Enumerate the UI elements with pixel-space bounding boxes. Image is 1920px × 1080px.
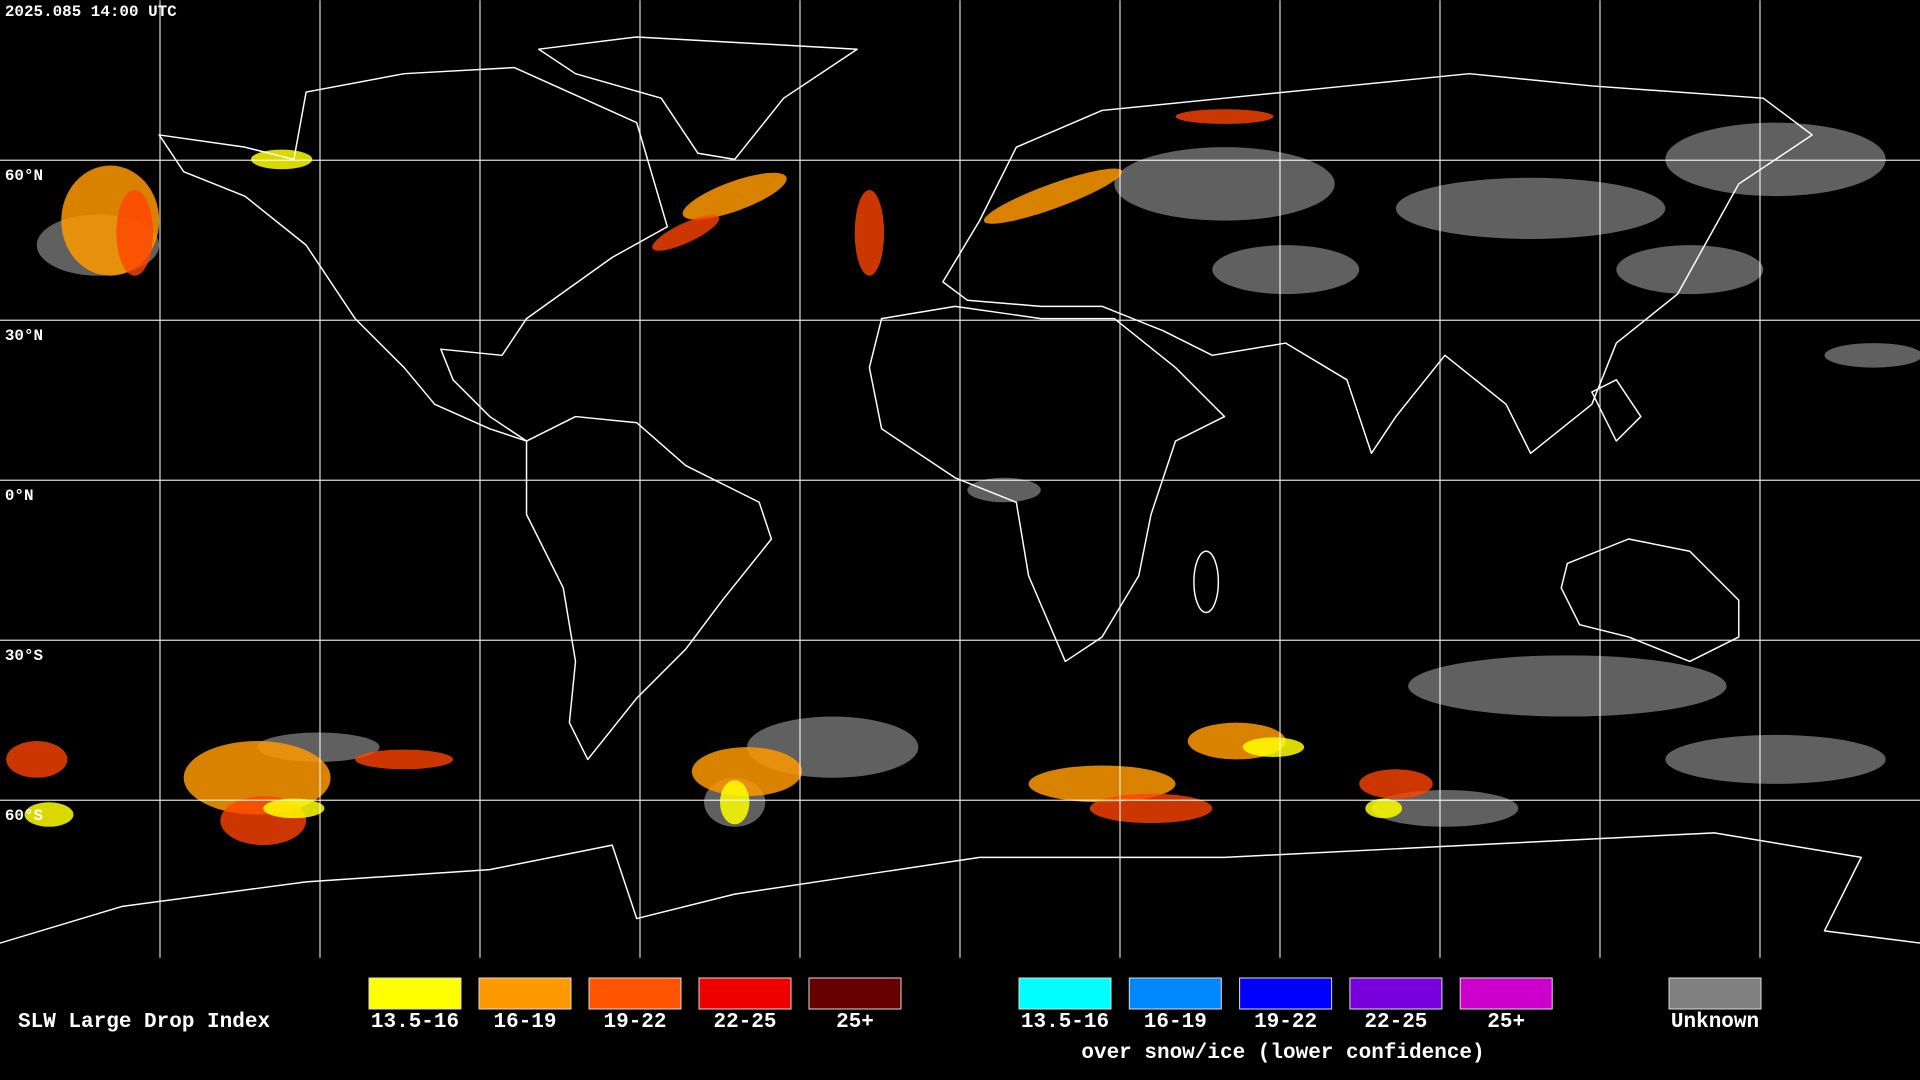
latitude-label: 60°N	[5, 167, 43, 185]
legend-swatch	[1349, 977, 1443, 1010]
legend-label: 25+	[836, 1011, 874, 1034]
legend-label: 19-22	[603, 1011, 666, 1034]
cloud-field	[6, 109, 1920, 846]
latitude-label: 30°N	[5, 327, 43, 345]
map: 60°N 30°N 0°N 30°S 60°S 2025.085 14:00 UTC	[0, 0, 1920, 958]
legend-swatch	[368, 977, 462, 1010]
latitude-label: 0°N	[5, 487, 34, 505]
legend-label: 13.5-16	[1021, 1011, 1109, 1034]
legend-swatch	[1018, 977, 1112, 1010]
legend-swatch	[1459, 977, 1553, 1010]
legend-swatch	[1239, 977, 1333, 1010]
legend-swatch	[808, 977, 902, 1010]
legend-title: SLW Large Drop Index	[18, 1011, 270, 1034]
legend: SLW Large Drop Index over snow/ice (lowe…	[18, 977, 1762, 1065]
snow-ice-caption: over snow/ice (lower confidence)	[1081, 1042, 1484, 1065]
latitude-label: 30°S	[5, 647, 44, 665]
legend-swatch	[588, 977, 682, 1010]
legend-label: 22-25	[713, 1011, 776, 1034]
legend-label: 25+	[1487, 1011, 1525, 1034]
legend-swatch	[1668, 977, 1762, 1010]
coastlines	[0, 36, 1920, 944]
legend-swatch	[478, 977, 572, 1010]
legend-label: 16-19	[493, 1011, 556, 1034]
timestamp: 2025.085 14:00 UTC	[5, 3, 177, 21]
latitude-label: 60°S	[5, 807, 44, 825]
legend-label: 16-19	[1144, 1011, 1207, 1034]
legend-swatch	[1128, 977, 1222, 1010]
legend-swatch	[698, 977, 792, 1010]
legend-label: Unknown	[1671, 1011, 1759, 1034]
legend-label: 19-22	[1254, 1011, 1317, 1034]
legend-label: 22-25	[1364, 1011, 1427, 1034]
graticule: 60°N 30°N 0°N 30°S 60°S	[0, 0, 1920, 958]
legend-label: 13.5-16	[371, 1011, 459, 1034]
